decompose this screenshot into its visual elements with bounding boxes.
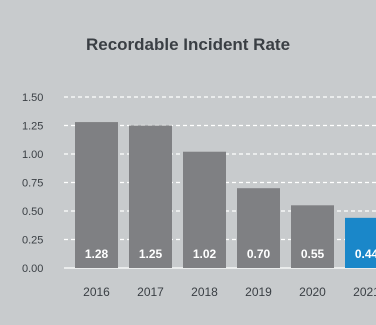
y-tick-label: 1.25: [22, 121, 43, 133]
bar-value-label: 1.02: [193, 247, 217, 261]
axis-layer: 0.00 0.25 0.50 0.75 1.00 1.25 1.50 2016 2017 2018…: [22, 92, 376, 299]
labels-layer: 1.28 1.25 1.02 0.70 0.55 0.44: [85, 247, 376, 261]
bar: [183, 151, 226, 268]
bar: [75, 122, 118, 268]
y-tick-label: 0.00: [22, 263, 43, 275]
bar-value-label: 0.70: [247, 247, 271, 261]
y-tick-label: 1.50: [22, 92, 43, 104]
x-tick-label: 2021: [353, 285, 376, 299]
bar: [345, 217, 376, 268]
bar-value-label: 0.55: [301, 247, 325, 261]
bar: [129, 125, 172, 268]
y-tick-label: 0.50: [22, 206, 43, 218]
bar: [291, 205, 334, 268]
x-tick-label: 2020: [299, 285, 326, 299]
x-tick-label: 2018: [191, 285, 218, 299]
x-tick-label: 2017: [137, 285, 164, 299]
y-tick-label: 0.25: [22, 235, 43, 247]
bar: [237, 188, 280, 268]
x-tick-label: 2019: [245, 285, 272, 299]
y-tick-label: 0.75: [22, 178, 43, 190]
bars-layer: [75, 122, 376, 268]
bar-value-label: 1.28: [85, 247, 109, 261]
y-tick-label: 1.00: [22, 149, 43, 161]
chart-title: Recordable Incident Rate: [85, 35, 291, 54]
bar-value-label: 0.44: [355, 247, 376, 261]
bar-value-label: 1.25: [139, 247, 163, 261]
x-tick-label: 2016: [83, 285, 110, 299]
